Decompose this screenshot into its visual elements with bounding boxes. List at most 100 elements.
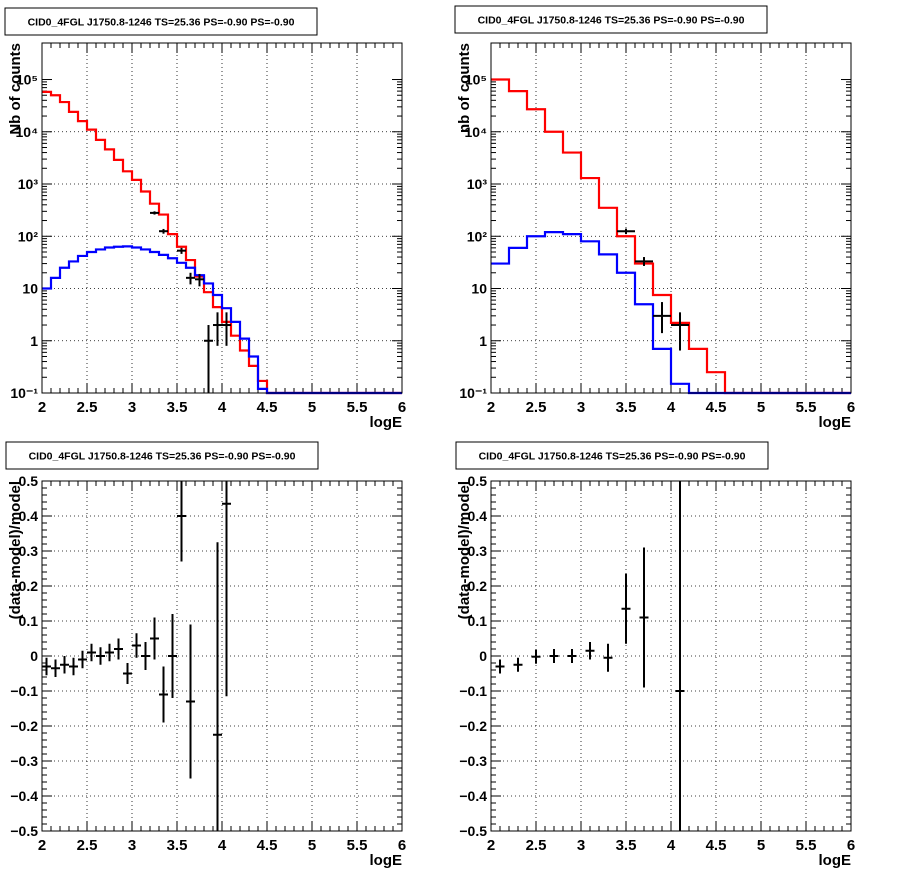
data-point bbox=[150, 617, 159, 660]
y-tick-label: −0.4 bbox=[10, 788, 38, 804]
x-tick-label: 5.5 bbox=[347, 837, 368, 854]
y-tick-label: 0.4 bbox=[19, 508, 39, 524]
y-tick-label: 10⁻¹ bbox=[459, 385, 487, 401]
data-point bbox=[531, 649, 541, 664]
data-point bbox=[204, 325, 213, 393]
y-tick-label: 0.5 bbox=[19, 473, 39, 489]
y-tick-label: −0.2 bbox=[459, 718, 487, 734]
y-tick-label: 10⁴ bbox=[16, 124, 39, 140]
y-tick-label: −0.5 bbox=[459, 823, 487, 839]
x-tick-label: 3.5 bbox=[616, 837, 637, 854]
title-box bbox=[4, 7, 318, 36]
data-point bbox=[132, 633, 141, 658]
panel-top-right: CID0_4FGL J1750.8-1246 TS=25.36 PS=-0.90… bbox=[454, 5, 855, 431]
x-tick-label: 6 bbox=[847, 399, 855, 416]
plot-frame bbox=[490, 480, 852, 832]
x-tick-label: 3.5 bbox=[167, 399, 188, 416]
data-point bbox=[222, 312, 231, 346]
x-tick-label: 4 bbox=[218, 837, 227, 854]
x-tick-label: 2 bbox=[487, 837, 495, 854]
data-point bbox=[159, 666, 168, 723]
y-tick-label: −0.5 bbox=[10, 823, 38, 839]
x-axis-label: logE bbox=[370, 414, 403, 431]
x-tick-label: 4 bbox=[667, 399, 676, 416]
x-tick-label: 6 bbox=[398, 837, 406, 854]
x-tick-label: 4 bbox=[667, 837, 676, 854]
data-point bbox=[213, 542, 222, 831]
data-point bbox=[186, 272, 195, 285]
data-point bbox=[114, 638, 123, 660]
y-tick-label: 10⁵ bbox=[16, 72, 38, 88]
y-tick-label: 10 bbox=[471, 281, 487, 297]
y-tick-label: −0.2 bbox=[10, 718, 38, 734]
data-point bbox=[51, 659, 60, 677]
y-tick-label: −0.3 bbox=[10, 753, 38, 769]
y-tick-label: −0.3 bbox=[459, 753, 487, 769]
data-point bbox=[123, 663, 132, 684]
data-point bbox=[621, 573, 631, 644]
x-tick-label: 3.5 bbox=[616, 399, 637, 416]
y-tick-label: 10³ bbox=[18, 176, 39, 192]
chart-title: CID0_4FGL J1750.8-1246 TS=25.36 PS=-0.90… bbox=[479, 451, 746, 463]
y-tick-label: 10³ bbox=[467, 176, 488, 192]
x-axis-label: logE bbox=[819, 852, 852, 869]
y-tick-label: 0.2 bbox=[19, 578, 39, 594]
y-axis-label: Nb of counts bbox=[7, 43, 24, 135]
data-point bbox=[195, 273, 204, 287]
data-point bbox=[617, 228, 635, 235]
title-box bbox=[455, 441, 769, 470]
x-tick-label: 6 bbox=[847, 837, 855, 854]
y-tick-label: 0 bbox=[30, 648, 38, 664]
data-point bbox=[186, 624, 195, 779]
data-point bbox=[177, 481, 186, 562]
data-point bbox=[213, 312, 222, 346]
x-tick-label: 2 bbox=[38, 837, 46, 854]
data-point bbox=[150, 211, 159, 215]
data-point bbox=[585, 642, 595, 660]
x-tick-label: 2.5 bbox=[77, 399, 98, 416]
data-point bbox=[159, 228, 168, 234]
data-point bbox=[105, 643, 114, 662]
x-tick-label: 5.5 bbox=[347, 399, 368, 416]
chart-title: CID0_4FGL J1750.8-1246 TS=25.36 PS=-0.90… bbox=[28, 17, 295, 29]
data-point bbox=[671, 312, 689, 351]
x-axis-label: logE bbox=[370, 852, 403, 869]
y-tick-label: 10 bbox=[22, 281, 38, 297]
data-point bbox=[60, 656, 69, 674]
y-tick-label: −0.1 bbox=[10, 683, 38, 699]
data-point bbox=[567, 649, 577, 663]
data-point bbox=[87, 643, 96, 662]
y-tick-label: −0.4 bbox=[459, 788, 487, 804]
x-tick-label: 2.5 bbox=[526, 837, 547, 854]
x-tick-label: 3.5 bbox=[167, 837, 188, 854]
y-tick-label: 0.3 bbox=[468, 543, 488, 559]
x-tick-label: 2 bbox=[487, 399, 495, 416]
x-tick-label: 6 bbox=[398, 399, 406, 416]
data-point bbox=[549, 649, 559, 663]
x-tick-label: 3 bbox=[128, 837, 136, 854]
x-tick-label: 5 bbox=[757, 837, 765, 854]
data-point bbox=[635, 257, 653, 266]
data-point bbox=[42, 657, 51, 676]
x-tick-label: 5 bbox=[308, 399, 316, 416]
x-axis-label: logE bbox=[819, 414, 852, 431]
x-tick-label: 3 bbox=[577, 837, 585, 854]
y-axis-label: (data-model)/model bbox=[456, 481, 473, 619]
x-tick-label: 4.5 bbox=[706, 837, 727, 854]
panel-top-left: CID0_4FGL J1750.8-1246 TS=25.36 PS=-0.90… bbox=[4, 7, 406, 431]
data-point bbox=[78, 650, 87, 669]
y-tick-label: 0.3 bbox=[19, 543, 39, 559]
data-point bbox=[177, 247, 186, 254]
data-point bbox=[675, 481, 685, 831]
title-box bbox=[5, 441, 319, 470]
y-axis-label: nb of counts bbox=[456, 43, 473, 133]
y-tick-label: 10² bbox=[467, 228, 488, 244]
data-point bbox=[69, 657, 78, 676]
y-tick-label: 0.2 bbox=[468, 578, 488, 594]
data-point bbox=[222, 481, 231, 697]
panel-bottom-right: CID0_4FGL J1750.8-1246 TS=25.36 PS=-0.90… bbox=[455, 441, 855, 869]
x-tick-label: 5.5 bbox=[796, 837, 817, 854]
data-point bbox=[141, 642, 150, 670]
y-axis-label: (data-model)/model bbox=[7, 481, 24, 619]
